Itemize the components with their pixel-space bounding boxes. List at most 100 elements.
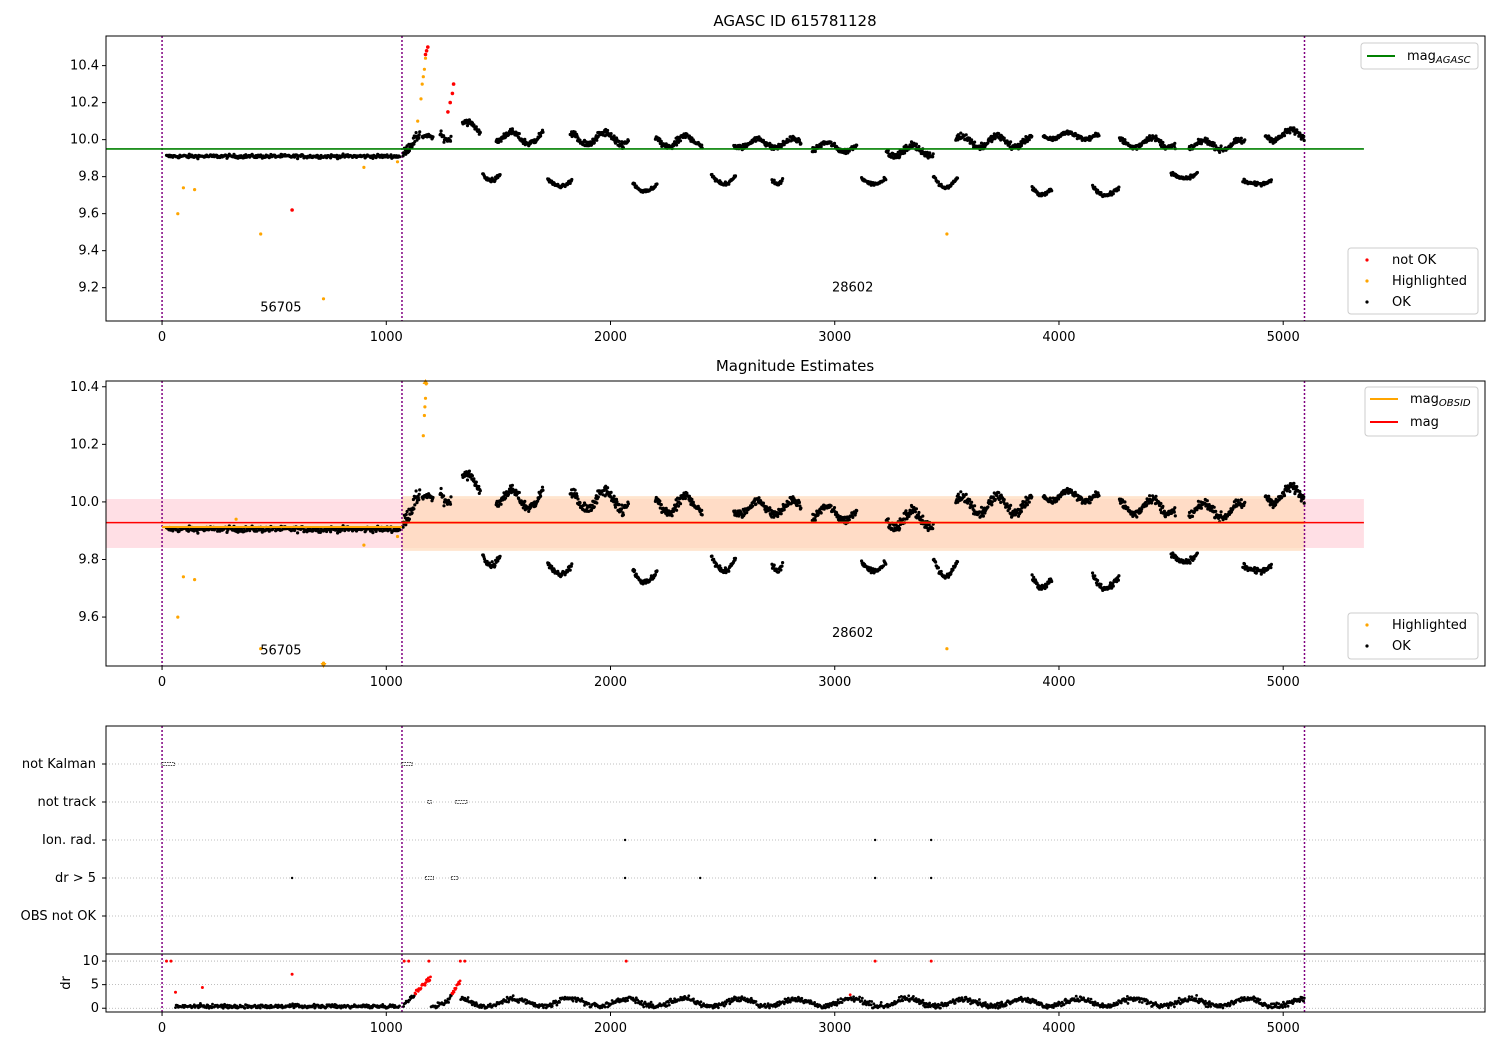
estimates-ok-points-point — [681, 497, 685, 501]
dr-ok-points-point — [587, 1002, 591, 1006]
estimates-ok-points-point — [418, 488, 422, 492]
agasc-ok-points-point — [1172, 144, 1176, 148]
estimates-ok-points-point — [772, 563, 776, 567]
dr-ok-points-point — [571, 999, 575, 1003]
legend-marker-ok-2 — [1365, 644, 1369, 648]
flag-marker-3-2 — [450, 876, 459, 880]
estimates-ok-points-point — [733, 556, 738, 560]
estimates-ok-points-point — [968, 498, 972, 502]
estimates-ok-points-point — [467, 469, 471, 473]
estimates-ok-points-point — [517, 497, 521, 501]
agasc-panel-title: AGASC ID 615781128 — [713, 12, 876, 30]
estimates-ok-points-point — [606, 486, 610, 490]
agasc-axis-ticks: 0 1000 2000 3000 4000 50009.29.49.69.810.010.… — [70, 59, 1300, 345]
estimates-ok-points-point — [620, 503, 624, 507]
estimates-ok-points-point — [779, 568, 783, 572]
agasc-ytick-label-2: 9.6 — [78, 207, 99, 222]
flag-marker-3-3 — [623, 876, 627, 880]
estimates-ok-points-point — [1269, 566, 1273, 570]
agasc-highlighted-points-point — [423, 56, 428, 60]
agasc-ok-points-point — [570, 177, 574, 182]
agasc-ok-points-point — [659, 139, 663, 143]
agasc-ok-points-point — [389, 153, 393, 157]
agasc-ok-points-point — [751, 140, 755, 144]
agasc-ok-points-point — [474, 125, 478, 129]
estimates-ok-points-point — [464, 474, 468, 478]
agasc-ok-points-point — [678, 139, 683, 143]
estimates-ok-points-point — [964, 492, 968, 496]
estimates-ok-points-point — [999, 500, 1003, 504]
estimates-ok-points-point — [329, 530, 333, 534]
agasc-ok-points-point — [595, 138, 599, 142]
estimates-ok-points-point — [192, 529, 196, 533]
estimates-ok-points-point — [374, 529, 378, 534]
estimates-ok-points-point — [939, 569, 943, 574]
estimates-ok-points-point — [578, 501, 582, 505]
estimates-ok-points-point — [799, 506, 803, 510]
agasc-ok-points-point — [596, 134, 600, 139]
dr-ok-points-point — [604, 1005, 607, 1009]
estimates-ok-points-point — [1117, 574, 1121, 578]
agasc-axes-frame — [105, 35, 1486, 322]
estimates-ok-points-point — [1050, 579, 1054, 584]
legend-label-not-ok: not OK — [1392, 253, 1437, 268]
estimates-obsid-label-0: 56705 — [260, 643, 301, 658]
agasc-ok-points-point — [573, 130, 577, 134]
estimates-ok-points — [164, 469, 1306, 593]
agasc-line-legend-box — [1360, 42, 1479, 70]
dr-ok-points — [174, 993, 1306, 1010]
estimates-ok-points-point — [813, 518, 817, 522]
agasc-highlighted-points-point — [362, 165, 366, 169]
agasc-ok-points-point — [990, 138, 994, 142]
agasc-ok-points-point — [819, 145, 823, 149]
estimates-ok-points-point — [1302, 501, 1306, 505]
estimates-ok-points-point — [540, 485, 545, 489]
estimates-ok-points-point — [504, 490, 509, 494]
legend-marker-ok — [1365, 300, 1369, 304]
estimates-ok-points-point — [401, 525, 405, 529]
estimates-ok-points-point — [1267, 494, 1271, 498]
estimates-ok-points-point — [626, 502, 631, 506]
agasc-ok-points-point — [1099, 191, 1103, 195]
legend-label-ok-2: OK — [1392, 639, 1411, 654]
estimates-ok-points-point — [576, 497, 580, 501]
estimates-ok-points-point — [514, 488, 518, 492]
estimates-ok-points-point — [653, 573, 658, 577]
agasc-ok-points-point — [1269, 178, 1273, 182]
dr-ok-points-point — [258, 1006, 262, 1010]
dr-ok-points-point — [558, 1000, 561, 1004]
estimates-ok-points-point — [607, 490, 611, 495]
agasc-ok-points-point — [448, 139, 453, 143]
agasc-ok-points-point — [418, 130, 422, 134]
estimates-ok-points-point — [612, 494, 616, 498]
estimates-ok-points-point — [573, 488, 577, 492]
agasc-ok-points-point — [934, 176, 938, 180]
agasc-ok-points-point — [898, 155, 902, 159]
estimates-ok-points-point — [477, 484, 481, 489]
agasc-ok-points-point — [407, 149, 411, 153]
estimates-ok-points-point — [1243, 500, 1247, 504]
agasc-ok-points-point — [498, 173, 502, 177]
dr-ok-points-point — [542, 1006, 545, 1010]
estimates-ok-points-point — [886, 517, 890, 521]
estimates-ok-points-point — [1154, 494, 1158, 498]
agasc-ok-points-point — [442, 134, 446, 138]
estimates-ok-points-point — [1148, 494, 1152, 498]
estimates-ok-points-point — [757, 496, 761, 500]
agasc-ok-points-point — [499, 139, 503, 143]
estimates-ok-points-point — [1269, 562, 1273, 567]
estimates-ok-points-point — [510, 483, 514, 487]
estimates-ok-points-point — [1212, 505, 1216, 509]
estimates-ok-points-point — [570, 562, 574, 566]
agasc-highlighted-points-point — [945, 232, 949, 236]
agasc-highlighted-points-point — [395, 160, 400, 164]
estimates-ok-points-point — [898, 526, 902, 531]
estimates-ok-points-point — [506, 492, 511, 496]
estimates-ok-points-point — [1188, 561, 1192, 565]
agasc-ok-points-point — [1123, 138, 1127, 142]
agasc-ok-points-point — [1148, 134, 1152, 138]
estimates-ok-points-point — [959, 490, 963, 494]
agasc-ok-points-point — [606, 128, 610, 133]
